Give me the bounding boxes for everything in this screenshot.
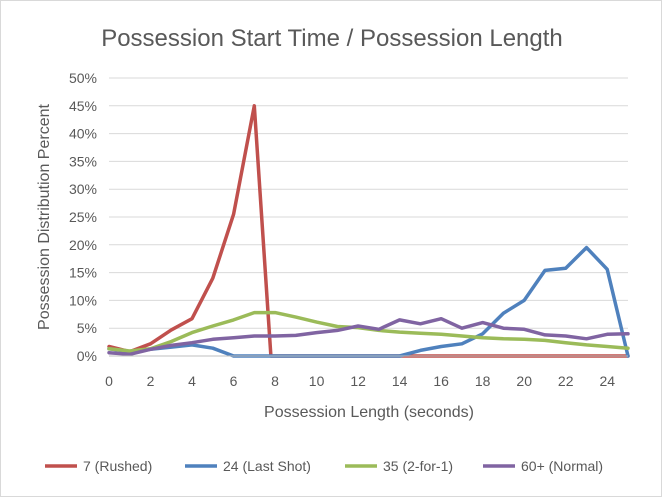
gridlines: [109, 77, 628, 329]
y-tick-label: 25%: [69, 209, 97, 225]
x-tick-label: 20: [516, 373, 532, 389]
y-tick-label: 35%: [69, 153, 97, 169]
x-tick-label: 14: [392, 373, 408, 389]
x-tick-label: 12: [350, 373, 366, 389]
legend-label: 7 (Rushed): [83, 458, 152, 474]
y-tick-label: 50%: [69, 70, 97, 86]
y-tick-label: 15%: [69, 265, 97, 281]
x-axis-ticks: 0 2 4 6 8 10 12 14 16 18 20 22 24: [105, 373, 615, 389]
x-tick-label: 6: [230, 373, 238, 389]
legend: 7 (Rushed) 24 (Last Shot) 35 (2-for-1) 60+ …: [45, 458, 603, 474]
x-tick-label: 16: [433, 373, 449, 389]
y-tick-label: 5%: [77, 320, 97, 336]
x-tick-label: 18: [475, 373, 491, 389]
y-tick-label: 40%: [69, 126, 97, 142]
series-line-4: [107, 316, 630, 357]
y-tick-label: 45%: [69, 98, 97, 114]
x-tick-label: 0: [105, 373, 113, 389]
x-tick-label: 8: [271, 373, 279, 389]
y-axis-ticks: 0% 5% 10% 15% 20% 25% 30% 35% 40% 45% 50%: [69, 70, 97, 364]
y-tick-label: 20%: [69, 237, 97, 253]
y-tick-label: 30%: [69, 181, 97, 197]
series-line-1: [107, 104, 630, 358]
x-tick-label: 22: [558, 373, 574, 389]
x-tick-label: 10: [309, 373, 325, 389]
chart-title: Possession Start Time / Possession Lengt…: [101, 25, 563, 52]
y-axis-label: Possession Distribution Percent: [36, 104, 53, 330]
legend-label: 24 (Last Shot): [223, 458, 311, 474]
legend-label: 60+ (Normal): [521, 458, 603, 474]
legend-label: 35 (2-for-1): [383, 458, 453, 474]
x-tick-label: 24: [599, 373, 615, 389]
y-tick-label: 0%: [77, 348, 97, 364]
x-axis-label: Possession Length (seconds): [264, 404, 474, 421]
x-tick-label: 4: [188, 373, 196, 389]
series-lines: [107, 104, 630, 358]
x-tick-label: 2: [147, 373, 155, 389]
y-tick-label: 10%: [69, 292, 97, 308]
